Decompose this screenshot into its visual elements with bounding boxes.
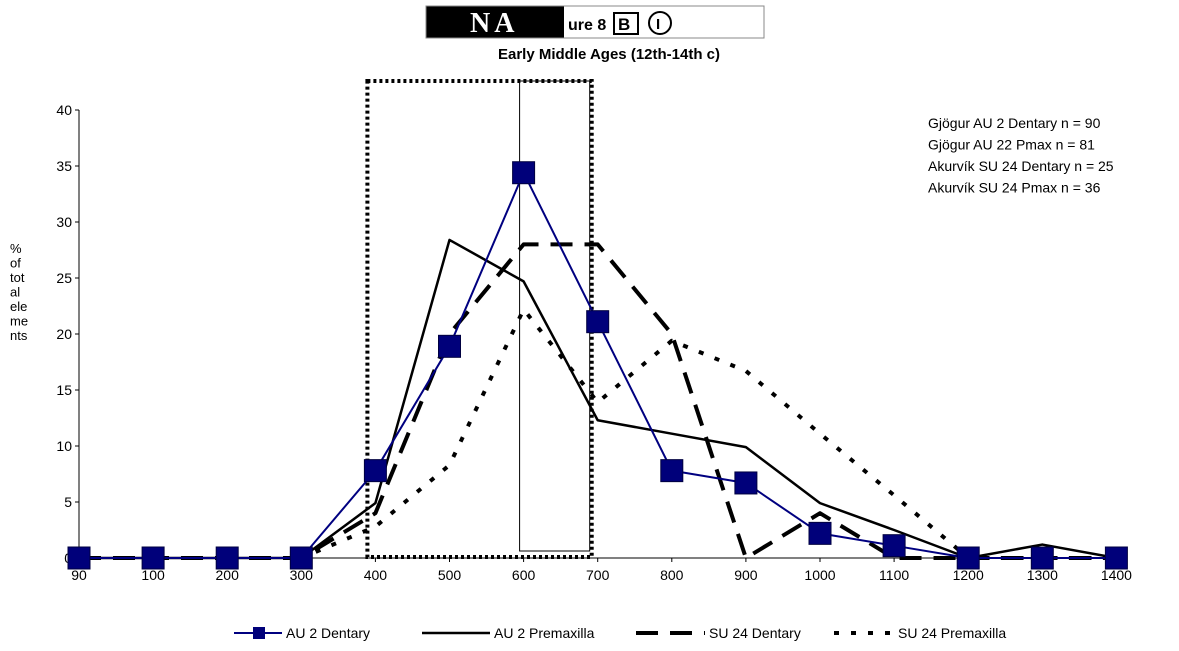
x-tick-label: 1000 (804, 567, 835, 583)
x-tick-label: 1400 (1101, 567, 1132, 583)
data-point-marker (882, 534, 906, 558)
x-tick-label: 700 (586, 567, 610, 583)
x-tick-label: 800 (660, 567, 684, 583)
y-label-line: nts (10, 328, 28, 343)
logo-glyph2-circle (648, 11, 672, 35)
data-point-marker (67, 546, 91, 570)
data-point-marker (512, 161, 536, 185)
y-tick-label: 40 (56, 102, 72, 118)
x-tick-label: 1200 (953, 567, 984, 583)
legend-label: AU 2 Dentary (286, 625, 370, 641)
legend-label: AU 2 Premaxilla (494, 625, 595, 641)
data-point-marker (1030, 546, 1054, 570)
series-layer (67, 161, 1128, 570)
sample-size-note: Gjögur AU 2 Dentary n = 90 (928, 115, 1101, 131)
data-point-marker (289, 546, 313, 570)
data-point-marker (215, 546, 239, 570)
y-tick-label: 20 (56, 326, 72, 342)
y-label-line: of (10, 256, 21, 271)
y-label-line: me (10, 314, 28, 329)
series-line-2 (79, 242, 1117, 560)
y-label-line: ele (10, 299, 27, 314)
y-label-line: al (10, 285, 20, 300)
data-point-marker (586, 310, 610, 334)
y-tick-label: 15 (56, 382, 72, 398)
logo-block (426, 6, 564, 38)
axes: 0510152025303540901002003004005006007008… (56, 102, 1132, 583)
series-line-0 (79, 171, 1117, 559)
sample-size-note: Gjögur AU 22 Pmax n = 81 (928, 137, 1095, 153)
y-tick-label: 5 (64, 494, 72, 510)
logo-glyph: B (618, 15, 630, 34)
header-logo: NA ure 8 B I (425, 5, 765, 39)
y-tick-label: 25 (56, 270, 72, 286)
series-line-1 (79, 238, 1117, 560)
chart-title: Early Middle Ages (12th-14th c) (498, 46, 720, 63)
x-tick-label: 200 (216, 567, 240, 583)
header-fragment: ure 8 (568, 17, 606, 34)
x-tick-label: 300 (290, 567, 314, 583)
y-label-line: tot (10, 270, 25, 285)
data-point-marker (438, 334, 461, 358)
logo-text: NA (470, 8, 518, 39)
data-point-marker (363, 459, 387, 483)
annotations: Gjögur AU 2 Dentary n = 90 Gjögur AU 22 P… (928, 115, 1114, 196)
data-point-marker (734, 471, 758, 495)
legend-label: SU 24 Premaxilla (898, 625, 1006, 641)
logo-glyph2: I (656, 16, 660, 33)
x-tick-label: 90 (71, 567, 87, 583)
series-line-3 (79, 307, 1117, 560)
y-label-line: % (10, 241, 22, 256)
y-tick-label: 35 (56, 158, 72, 174)
data-point-marker (808, 521, 832, 545)
legend-swatch-marker (253, 627, 265, 639)
x-tick-label: 900 (734, 567, 758, 583)
legend-label: SU 24 Dentary (709, 625, 801, 641)
data-point-marker (141, 546, 165, 570)
y-tick-label: 10 (56, 438, 72, 454)
sample-size-note: Akurvík SU 24 Pmax n = 36 (928, 180, 1101, 196)
x-tick-label: 600 (512, 567, 536, 583)
x-tick-label: 400 (364, 567, 388, 583)
legend: AU 2 Dentary AU 2 Premaxilla SU 24 Dentary… (234, 625, 1006, 641)
x-tick-label: 100 (141, 567, 165, 583)
x-tick-label: 500 (438, 567, 462, 583)
logo-glyph-box (613, 12, 639, 35)
sample-size-note: Akurvík SU 24 Dentary n = 25 (928, 158, 1114, 174)
dotted-highlight-box (365, 79, 594, 559)
highlight-boxes (365, 79, 594, 559)
y-tick-label: 30 (56, 214, 72, 230)
x-tick-label: 1100 (879, 567, 909, 583)
data-point-marker (956, 546, 980, 570)
logo-frame (425, 5, 765, 39)
data-point-marker (1104, 546, 1128, 570)
data-point-marker (660, 459, 684, 483)
x-tick-label: 1300 (1027, 567, 1058, 583)
